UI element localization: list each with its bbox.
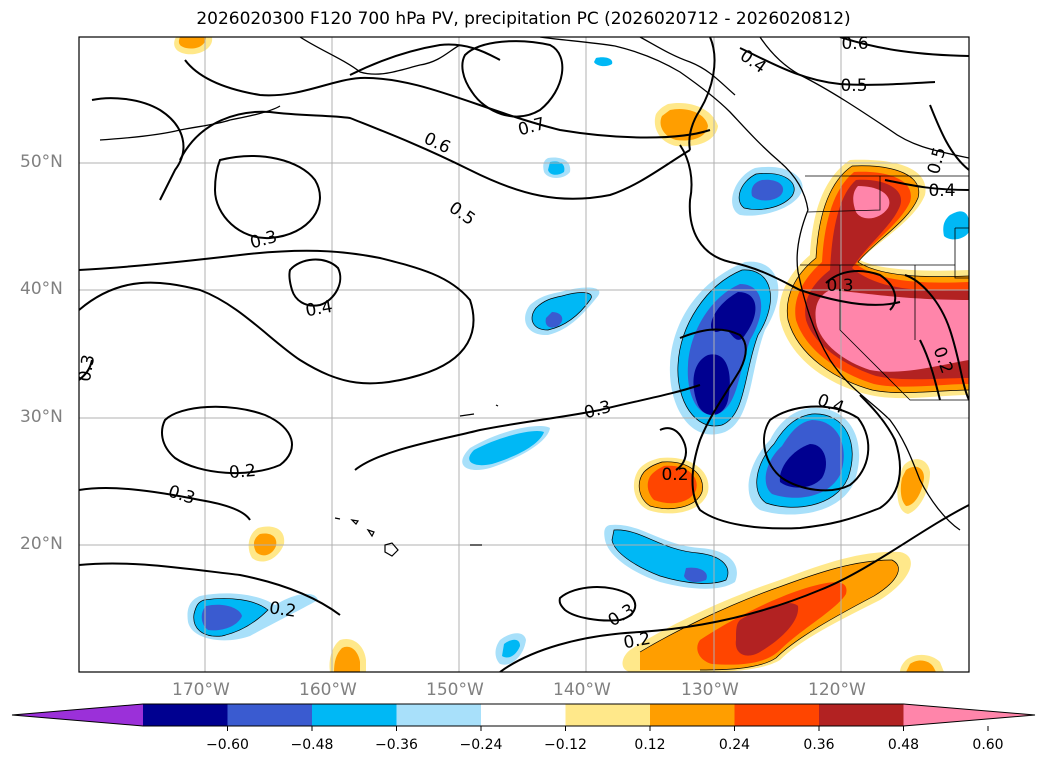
- colorbar-segment: [227, 704, 313, 726]
- plot-frame: [78, 36, 970, 673]
- lat-label: 20°N: [20, 534, 63, 554]
- negative-anomaly-blob: [604, 524, 737, 589]
- contour-label: 0.3: [75, 353, 99, 383]
- negative-anomaly-blob: [943, 211, 969, 240]
- lon-label: 160°W: [299, 680, 357, 700]
- contour-label: 0.2: [622, 629, 652, 653]
- colorbar-extend-max: [903, 704, 1035, 726]
- pv-contours: [79, 37, 969, 672]
- colorbar-segment: [650, 704, 735, 726]
- negative-anomaly-blob: [462, 426, 550, 470]
- colorbar-outline: [11, 703, 1036, 727]
- colorbar-segment: [312, 704, 397, 726]
- lat-label: 30°N: [20, 407, 63, 427]
- coastline: [99, 37, 969, 531]
- colorbar-tick-label: −0.60: [206, 737, 249, 753]
- negative-anomaly-blob: [669, 261, 779, 435]
- lat-label: 50°N: [20, 152, 63, 172]
- lon-label: 130°W: [681, 680, 739, 700]
- colorbar-segment: [565, 704, 651, 726]
- colorbar-tick-label: 0.48: [887, 737, 920, 753]
- lon-label: 150°W: [426, 680, 484, 700]
- positive-anomaly-blob: [779, 159, 969, 399]
- lon-label: 140°W: [553, 680, 611, 700]
- negative-anomaly-blob: [748, 407, 860, 515]
- negative-anomaly-blob: [187, 593, 318, 641]
- contour-label: 0.4: [928, 181, 955, 201]
- gridlines: [79, 37, 969, 672]
- state-borders: [800, 175, 969, 401]
- map-title: 2026020300 F120 700 hPa PV, precipitatio…: [196, 9, 851, 29]
- colorbar-tick-label: −0.24: [459, 737, 503, 753]
- hawaii-islands: [334, 404, 499, 557]
- contour-label: 0.5: [840, 76, 867, 96]
- positive-anomaly-blob: [253, 533, 277, 556]
- contour-label: 0.3: [826, 276, 853, 296]
- colorbar-tick-label: 0.60: [972, 737, 1004, 753]
- positive-anomaly-blob: [334, 646, 360, 672]
- contour-label: 0.2: [661, 465, 688, 485]
- colorbar-segment: [819, 704, 904, 726]
- positive-anomaly-blob: [178, 37, 206, 49]
- negative-anomaly-blob: [525, 287, 600, 336]
- negative-anomaly-blob: [548, 161, 565, 175]
- colorbar-segment: [481, 704, 566, 726]
- lon-label: 120°W: [808, 680, 866, 700]
- positive-anomaly-blob: [633, 457, 709, 514]
- colorbar: [11, 703, 1036, 731]
- lat-label: 40°N: [20, 279, 63, 299]
- colorbar-extend-min: [12, 704, 143, 726]
- negative-anomaly-blob: [594, 57, 613, 67]
- contour-label: 0.6: [841, 34, 868, 54]
- contour-label: 0.4: [304, 297, 334, 321]
- negative-anomaly-blob: [732, 166, 803, 216]
- contour-label: 0.2: [268, 598, 298, 622]
- colorbar-segment: [143, 704, 228, 726]
- contour-label: 0.2: [228, 461, 257, 483]
- colorbar-tick-label: −0.12: [544, 737, 587, 753]
- colorbar-segment: [396, 704, 482, 726]
- colorbar-tick-label: 0.12: [634, 737, 666, 753]
- plot-area: 0.6 0.4 0.5 0.7 0.6 0.5 0.3 0.5 0.4 0.4 …: [75, 34, 969, 672]
- lon-label: 170°W: [172, 680, 230, 700]
- colorbar-tick-label: −0.48: [290, 737, 334, 753]
- negative-anomaly-blob: [502, 639, 520, 658]
- colorbar-tick-label: −0.36: [375, 737, 418, 753]
- colorbar-tick-label: 0.24: [718, 737, 751, 753]
- positive-anomaly-blob: [906, 660, 936, 672]
- colorbar-tick-label: 0.36: [803, 737, 835, 753]
- colorbar-segment: [734, 704, 820, 726]
